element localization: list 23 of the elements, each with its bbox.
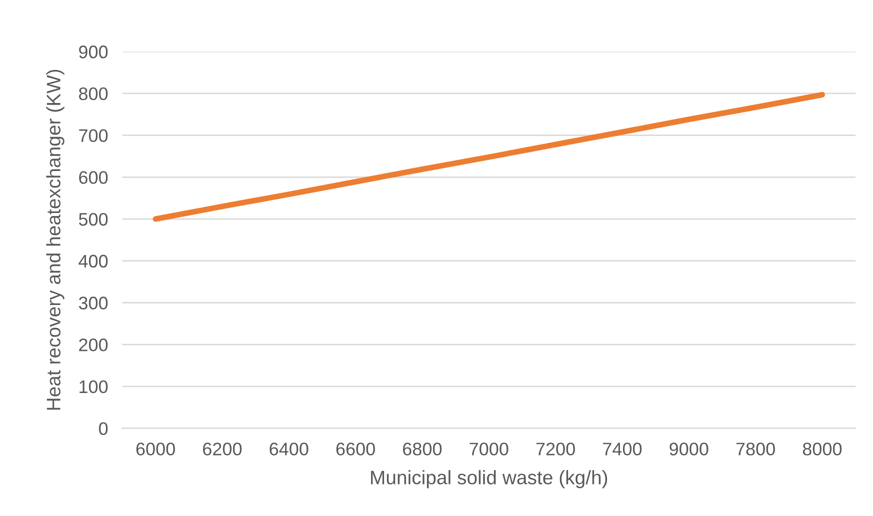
y-tick-label: 100 [80,380,108,394]
y-axis-title: Heat recovery and heatexchanger (KW) [46,70,64,410]
y-tick-label: 900 [79,46,108,58]
y-tick-label: 800 [78,87,108,100]
x-tick-label: 9000 [670,442,708,456]
y-tick-label: 600 [79,171,108,184]
x-tick-label: 6600 [336,442,375,456]
y-tick-label: 200 [79,338,108,352]
x-tick-label: 7000 [470,442,508,456]
y-tick-label: 700 [79,129,108,142]
y-tick-label: 300 [78,296,108,310]
x-tick-label: 6400 [270,442,308,456]
x-tick-label: 6200 [203,442,242,456]
y-tick-label: 400 [78,254,108,268]
x-tick-label: 6800 [403,442,442,456]
y-tick-label: 0 [98,422,108,435]
x-tick-label: 8000 [802,442,842,456]
x-axis-title: Municipal solid waste (kg/h) [371,470,608,488]
y-tick-label: 500 [78,212,108,226]
x-tick-label: 6000 [136,442,175,456]
x-tick-label: 7800 [736,442,775,456]
x-tick-label: 7400 [603,442,642,456]
x-tick-label: 7200 [536,442,575,456]
